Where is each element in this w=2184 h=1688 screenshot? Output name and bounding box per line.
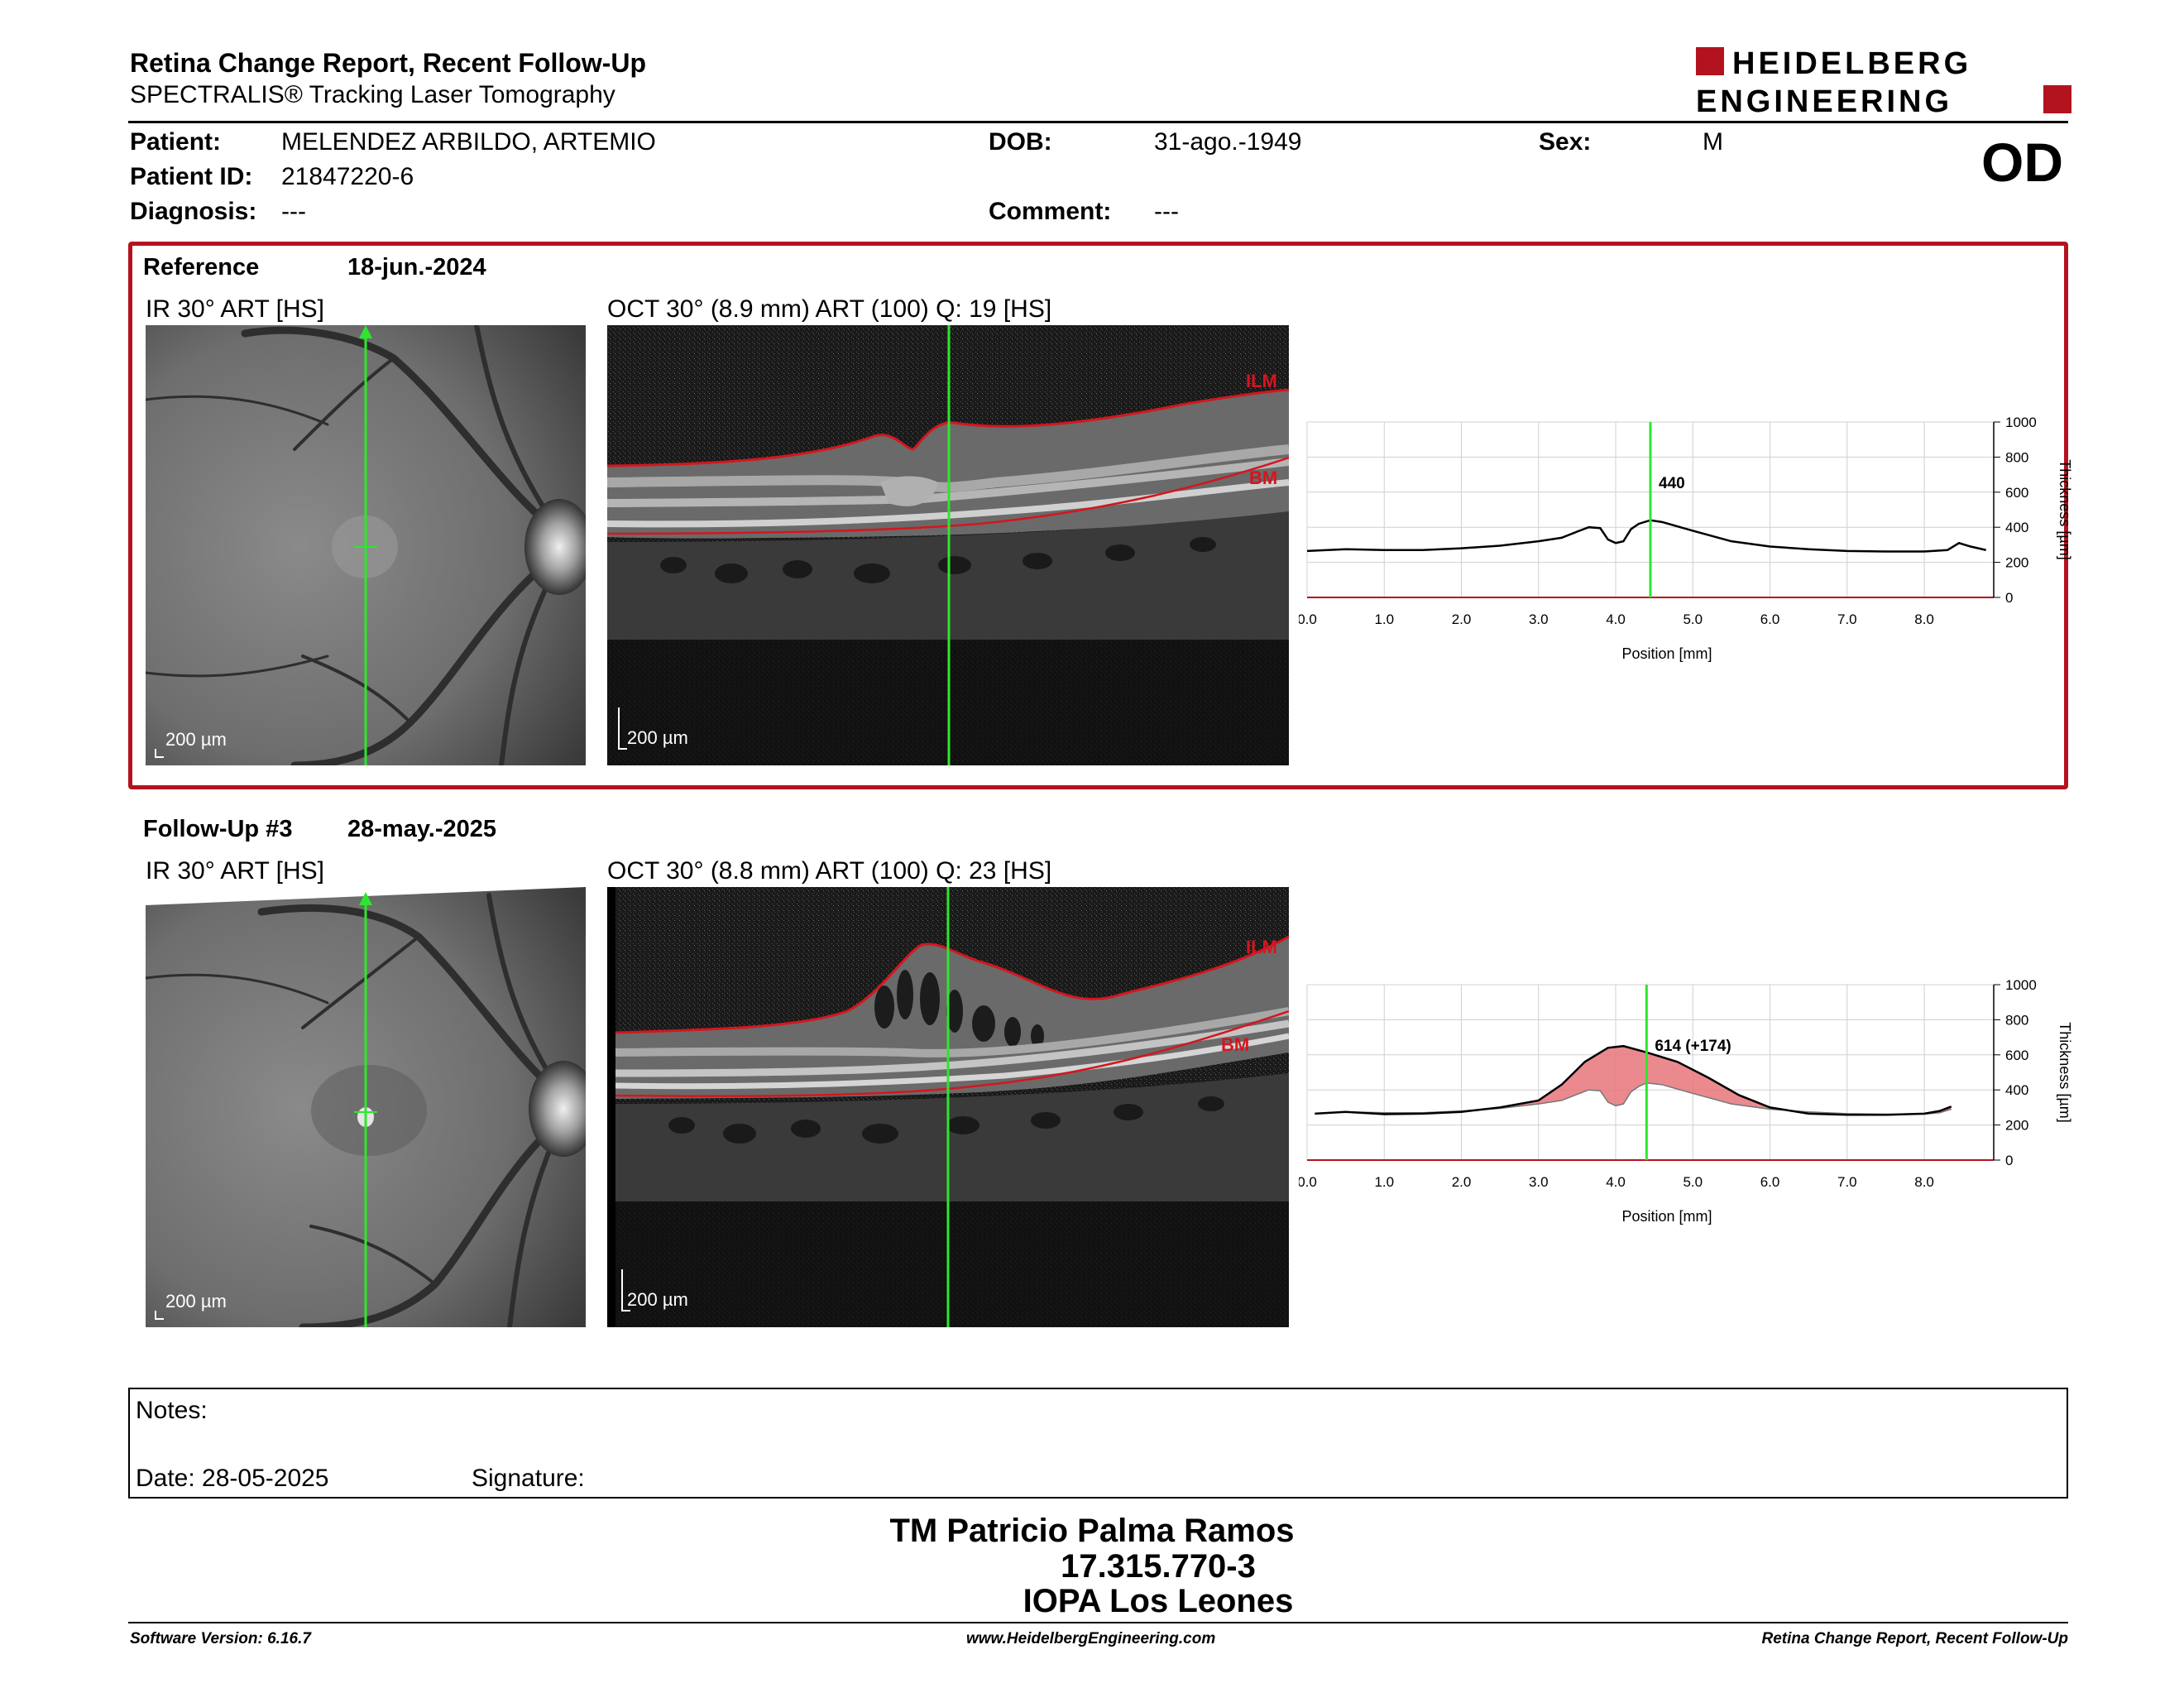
followup-oct-scale: 200 µm xyxy=(627,1289,688,1310)
x-tick-label: 2.0 xyxy=(1452,1174,1472,1190)
reference-ilm-label: ILM xyxy=(1246,371,1277,391)
followup-date: 28-may.-2025 xyxy=(347,816,497,842)
y-axis-label: Thickness [µm] xyxy=(2057,1022,2073,1122)
y-tick-label: 200 xyxy=(2005,555,2028,571)
patient-id-label: Patient ID: xyxy=(130,163,253,190)
x-tick-label: 2.0 xyxy=(1452,611,1472,627)
patient-name: MELENDEZ ARBILDO, ARTEMIO xyxy=(281,128,656,156)
followup-thickness-line xyxy=(1315,1044,1952,1116)
comment-label: Comment: xyxy=(989,198,1112,225)
notes-box[interactable] xyxy=(128,1388,2068,1499)
x-tick-label: 8.0 xyxy=(1914,1174,1934,1190)
x-tick-label: 7.0 xyxy=(1837,611,1857,627)
x-axis-label: Position [mm] xyxy=(1621,645,1712,662)
reference-oct-scale: 200 µm xyxy=(627,727,688,748)
x-axis-label: Position [mm] xyxy=(1621,1208,1712,1225)
followup-bm-label: BM xyxy=(1221,1034,1250,1055)
sex-value: M xyxy=(1703,128,1723,156)
signatory-name: TM Patricio Palma Ramos xyxy=(889,1513,1295,1549)
y-tick-label: 600 xyxy=(2005,485,2028,501)
patient-name-label: Patient: xyxy=(130,128,222,156)
notes-signature-label: Signature: xyxy=(472,1465,585,1492)
y-tick-label: 1000 xyxy=(2005,977,2037,993)
y-tick-label: 0 xyxy=(2005,1153,2013,1168)
x-tick-label: 4.0 xyxy=(1606,611,1626,627)
thickness-change-area xyxy=(1315,1046,1952,1115)
x-tick-label: 8.0 xyxy=(1914,611,1934,627)
heidelberg-logo: HEIDELBERG ENGINEERING xyxy=(1696,46,2071,116)
header-rule xyxy=(128,121,2068,123)
x-tick-label: 3.0 xyxy=(1529,611,1549,627)
signatory-org: IOPA Los Leones xyxy=(1023,1583,1294,1619)
report-subtitle: SPECTRALIS® Tracking Laser Tomography xyxy=(130,81,615,108)
reference-date: 18-jun.-2024 xyxy=(347,254,486,281)
reference-ir-scale: 200 µm xyxy=(165,729,227,750)
x-tick-label: 3.0 xyxy=(1529,1174,1549,1190)
reference-ir-image[interactable]: 200 µm xyxy=(146,325,586,765)
signatory-rut: 17.315.770-3 xyxy=(1061,1548,1256,1585)
cursor-value-label: 614 (+174) xyxy=(1655,1038,1731,1055)
comment-value: --- xyxy=(1154,198,1179,225)
footer-website[interactable]: www.HeidelbergEngineering.com xyxy=(966,1630,1216,1647)
followup-oct-image[interactable]: ILM BM 200 µm xyxy=(607,887,1289,1327)
reference-bm-label: BM xyxy=(1249,468,1278,488)
followup-label: Follow-Up #3 xyxy=(143,816,293,842)
diagnosis-value: --- xyxy=(281,198,306,225)
y-tick-label: 1000 xyxy=(2005,415,2037,430)
followup-ir-image[interactable]: 200 µm xyxy=(146,887,586,1327)
sex-label: Sex: xyxy=(1539,128,1592,156)
x-tick-label: 5.0 xyxy=(1683,1174,1703,1190)
x-tick-label: 7.0 xyxy=(1837,1174,1857,1190)
dob-value: 31-ago.-1949 xyxy=(1154,128,1302,156)
reference-frame xyxy=(128,242,2068,789)
cursor-value-label: 440 xyxy=(1659,475,1685,492)
logo-line2: ENGINEERING xyxy=(1696,84,1952,116)
notes-label: Notes: xyxy=(136,1397,208,1424)
footer-report-name: Retina Change Report, Recent Follow-Up xyxy=(1761,1630,2068,1647)
followup-thickness-svg: 0.0 1.0 2.0 3.0 4.0 5.0 6.0 7.0 8.0 0 200 400 600 800… xyxy=(1297,977,2073,1225)
followup-ir-scale: 200 µm xyxy=(165,1291,227,1312)
y-tick-label: 600 xyxy=(2005,1048,2028,1063)
reference-label: Reference xyxy=(143,254,260,281)
footer-software: Software Version: 6.16.7 xyxy=(130,1630,311,1647)
x-tick-label: 1.0 xyxy=(1374,611,1394,627)
followup-thickness-chart: 0.0 1.0 2.0 3.0 4.0 5.0 6.0 7.0 8.0 0 200 400 600 800… xyxy=(1297,976,2076,1241)
reference-ir-label: IR 30° ART [HS] xyxy=(146,295,324,323)
logo-line1: HEIDELBERG xyxy=(1732,46,1971,81)
diagnosis-label: Diagnosis: xyxy=(130,198,257,225)
y-tick-label: 800 xyxy=(2005,449,2028,465)
followup-ir-label: IR 30° ART [HS] xyxy=(146,857,324,885)
x-tick-label: 5.0 xyxy=(1683,611,1703,627)
reference-oct-image[interactable]: ILM BM 200 µm xyxy=(607,325,1289,765)
x-tick-label: 1.0 xyxy=(1374,1174,1394,1190)
y-tick-label: 800 xyxy=(2005,1012,2028,1028)
patient-id: 21847220-6 xyxy=(281,163,414,190)
x-tick-label: 4.0 xyxy=(1606,1174,1626,1190)
y-tick-label: 400 xyxy=(2005,520,2028,535)
y-tick-label: 200 xyxy=(2005,1118,2028,1134)
dob-label: DOB: xyxy=(989,128,1052,156)
followup-ilm-label: ILM xyxy=(1246,937,1277,957)
y-axis-label: Thickness [µm] xyxy=(2057,459,2073,559)
reference-thickness-chart: 0.0 1.0 2.0 3.0 4.0 5.0 6.0 7.0 8.0 0 200 400 600 800… xyxy=(1297,414,2076,679)
y-tick-label: 0 xyxy=(2005,590,2013,606)
reference-oct-label: OCT 30° (8.9 mm) ART (100) Q: 19 [HS] xyxy=(607,295,1052,323)
followup-oct-label: OCT 30° (8.8 mm) ART (100) Q: 23 [HS] xyxy=(607,857,1052,885)
x-tick-label: 6.0 xyxy=(1760,1174,1780,1190)
y-tick-label: 400 xyxy=(2005,1082,2028,1098)
report-title: Retina Change Report, Recent Follow-Up xyxy=(130,48,647,78)
x-tick-label: 0.0 xyxy=(1299,1174,1317,1190)
footer-rule xyxy=(128,1622,2068,1623)
thickness-line xyxy=(1306,519,1986,553)
x-tick-label: 0.0 xyxy=(1299,611,1317,627)
x-tick-label: 6.0 xyxy=(1760,611,1780,627)
notes-date: Date: 28-05-2025 xyxy=(136,1465,329,1492)
eye-indicator: OD xyxy=(1981,132,2063,193)
reference-thickness-svg: 0.0 1.0 2.0 3.0 4.0 5.0 6.0 7.0 8.0 0 200 400 600 800… xyxy=(1297,415,2073,662)
